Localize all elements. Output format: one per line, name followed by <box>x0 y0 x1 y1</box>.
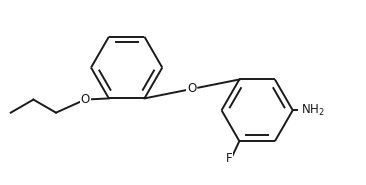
Text: NH$_2$: NH$_2$ <box>301 103 325 118</box>
Text: O: O <box>81 93 90 106</box>
Text: F: F <box>226 152 232 165</box>
Text: O: O <box>187 83 197 95</box>
